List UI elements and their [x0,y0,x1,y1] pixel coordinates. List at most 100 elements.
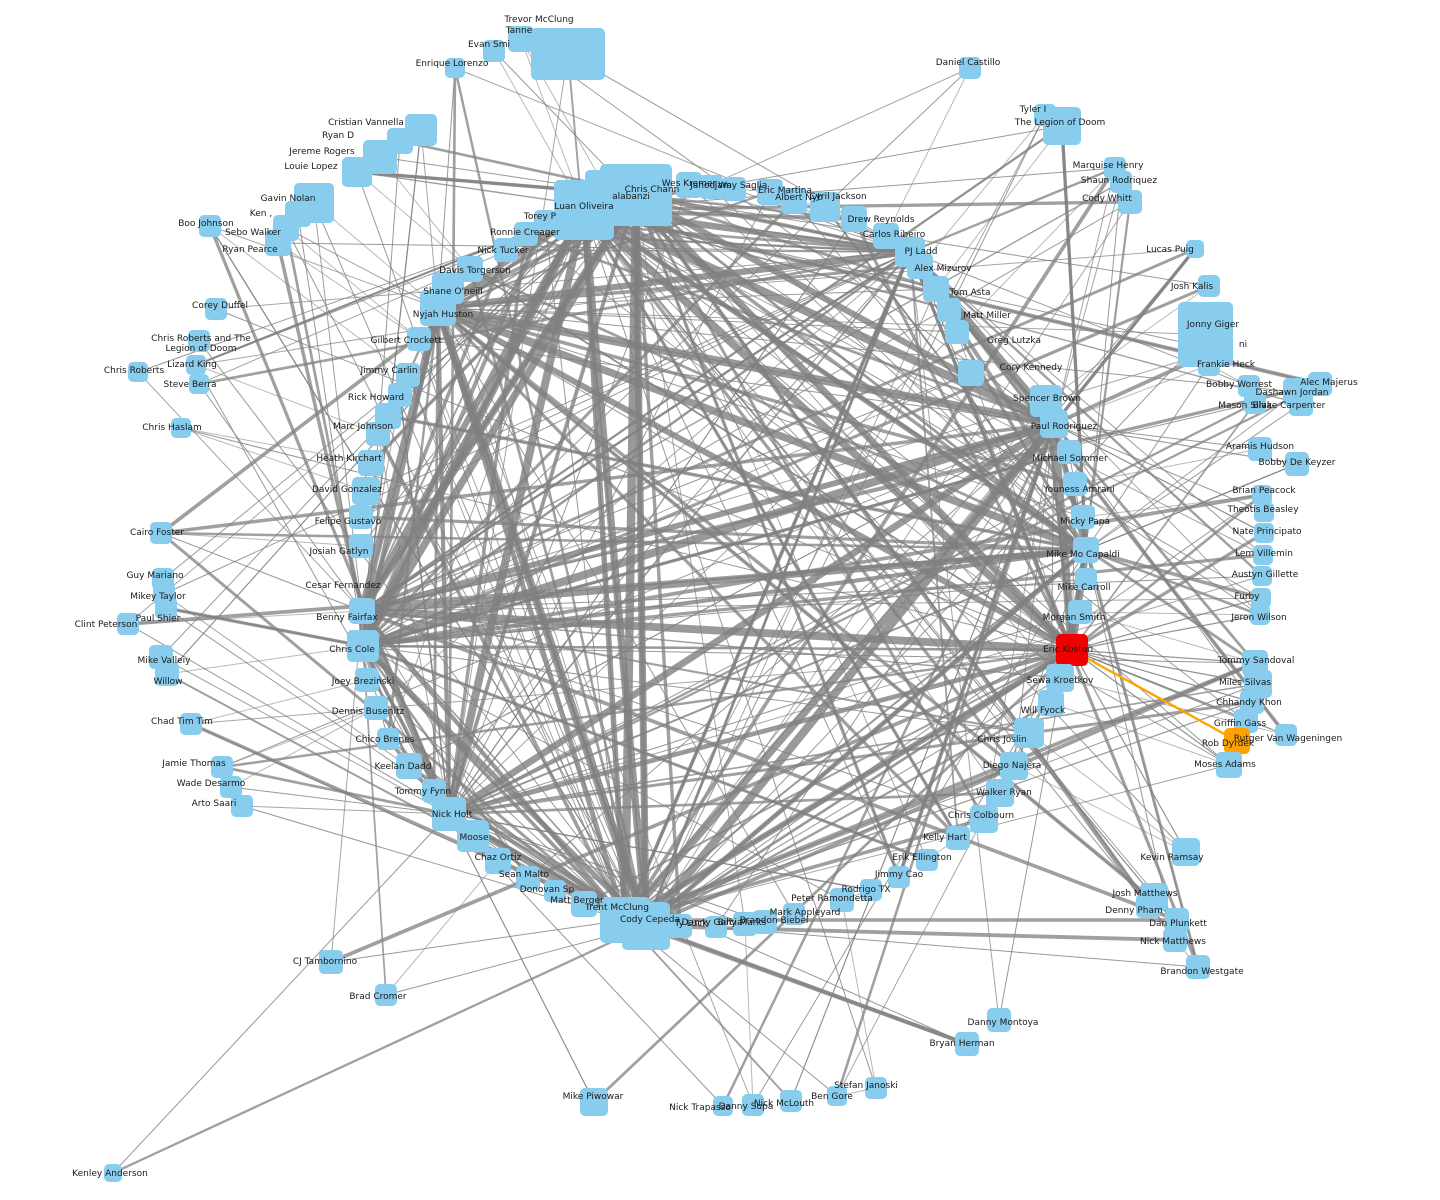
graph-node[interactable] [1216,752,1242,778]
graph-node[interactable] [757,179,783,205]
graph-node[interactable] [1250,605,1270,625]
graph-node[interactable] [860,879,882,901]
graph-node[interactable] [1252,566,1272,586]
graph-node[interactable] [742,1094,764,1116]
graph-node[interactable] [780,1090,802,1112]
graph-node[interactable] [571,891,597,917]
graph-node[interactable] [186,355,206,375]
graph-node[interactable] [907,253,933,279]
graph-node[interactable] [1118,190,1142,214]
graph-node[interactable] [1136,894,1160,918]
graph-node[interactable] [937,298,961,322]
graph-node[interactable] [705,916,727,938]
graph-node[interactable] [485,848,511,874]
graph-node[interactable] [1253,545,1273,565]
graph-node[interactable] [342,157,372,187]
graph-node[interactable] [1289,392,1313,416]
graph-node[interactable] [916,849,938,871]
graph-node[interactable] [319,950,343,974]
graph-node[interactable] [699,175,723,199]
graph-node[interactable] [188,330,210,352]
graph-node[interactable] [1068,600,1092,624]
graph-node[interactable] [946,826,970,850]
graph-node[interactable] [366,422,390,446]
graph-node[interactable] [531,28,605,80]
graph-node[interactable] [987,1008,1011,1032]
graph-node[interactable] [1063,472,1087,496]
graph-node[interactable] [1057,440,1081,464]
graph-node[interactable] [457,820,489,852]
graph-node[interactable] [783,903,805,925]
graph-node[interactable] [781,188,807,214]
graph-node[interactable] [355,668,379,692]
graph-node[interactable] [668,914,692,938]
graph-node[interactable] [1073,537,1099,563]
graph-node[interactable] [199,215,221,237]
graph-node[interactable] [1046,664,1074,692]
graph-node[interactable] [1110,171,1132,193]
graph-node[interactable] [104,1164,122,1182]
graph-node[interactable] [959,57,981,79]
graph-node[interactable] [888,866,910,888]
graph-node[interactable] [128,362,148,382]
graph-node[interactable] [349,598,375,624]
graph-node[interactable] [211,756,233,778]
graph-node[interactable] [1198,275,1220,297]
graph-node[interactable] [220,776,242,798]
graph-node[interactable] [1172,838,1200,866]
graph-node[interactable] [1238,375,1260,397]
graph-node[interactable] [1014,718,1044,748]
graph-node[interactable] [865,1077,887,1099]
graph-node[interactable] [1163,928,1187,952]
graph-node[interactable] [445,58,465,78]
graph-node[interactable] [171,418,191,438]
graph-node[interactable] [375,984,397,1006]
graph-node[interactable] [676,172,702,198]
graph-node[interactable] [1056,634,1088,666]
graph-node[interactable] [265,230,291,256]
graph-node[interactable] [733,912,757,936]
graph-node[interactable] [722,177,746,201]
graph-node[interactable] [349,505,373,529]
graph-node[interactable] [364,696,388,720]
graph-node[interactable] [516,866,540,890]
graph-node[interactable] [231,795,253,817]
graph-node[interactable] [841,206,867,232]
graph-node[interactable] [827,1086,847,1106]
graph-node[interactable] [1186,240,1204,258]
graph-node[interactable] [544,880,566,902]
graph-node[interactable] [923,276,949,302]
graph-node[interactable] [349,534,373,558]
graph-node[interactable] [1000,752,1028,780]
graph-node[interactable] [150,522,172,544]
graph-node[interactable] [420,290,456,326]
graph-node[interactable] [1251,588,1271,608]
graph-node[interactable] [1038,690,1064,716]
graph-node[interactable] [970,805,998,833]
graph-node[interactable] [508,26,534,52]
graph-node[interactable] [622,902,670,950]
graph-node[interactable] [189,374,209,394]
graph-node[interactable] [830,888,854,912]
graph-node[interactable] [580,1088,608,1116]
graph-node[interactable] [1043,107,1081,145]
graph-node[interactable] [534,210,556,232]
graph-node[interactable] [1186,955,1210,979]
graph-node[interactable] [407,327,431,351]
graph-node[interactable] [810,192,840,222]
graph-node[interactable] [1075,568,1097,590]
graph-node[interactable] [1254,523,1274,543]
graph-node[interactable] [514,222,538,246]
graph-node[interactable] [1248,437,1272,461]
graph-node[interactable] [1308,372,1332,396]
graph-node[interactable] [753,910,777,934]
graph-node[interactable] [358,450,384,476]
graph-node[interactable] [155,597,177,619]
graph-node[interactable] [1252,485,1272,505]
graph-node[interactable] [483,40,505,62]
graph-node[interactable] [155,662,179,686]
graph-node[interactable] [1275,724,1297,746]
graph-node[interactable] [205,298,227,320]
graph-node[interactable] [1207,340,1227,360]
